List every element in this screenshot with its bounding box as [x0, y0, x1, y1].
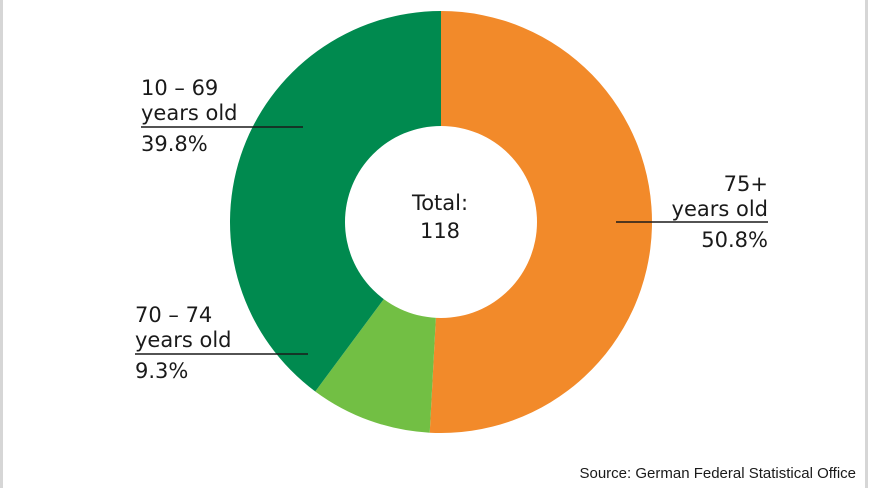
slice-label-75plus-line2: years old	[672, 197, 768, 221]
slice-75plus	[429, 11, 653, 434]
slice-value-75plus: 50.8%	[701, 228, 768, 252]
slice-label-75plus-line1: 75+	[724, 172, 768, 196]
donut-hole	[345, 126, 537, 318]
slices-group	[230, 11, 653, 434]
slice-label-70-74-line2: years old	[135, 328, 231, 352]
center-label-title: Total:	[411, 191, 468, 215]
center-label-total: 118	[420, 219, 460, 243]
slice-label-10-69-line2: years old	[141, 101, 237, 125]
slice-label-70-74-line1: 70 – 74	[135, 303, 212, 327]
source-note: Source: German Federal Statistical Offic…	[579, 465, 856, 482]
slice-10-69	[230, 11, 441, 392]
slice-label-10-69-line1: 10 – 69	[141, 76, 218, 100]
slice-value-10-69: 39.8%	[141, 132, 208, 156]
slice-value-70-74: 9.3%	[135, 359, 188, 383]
